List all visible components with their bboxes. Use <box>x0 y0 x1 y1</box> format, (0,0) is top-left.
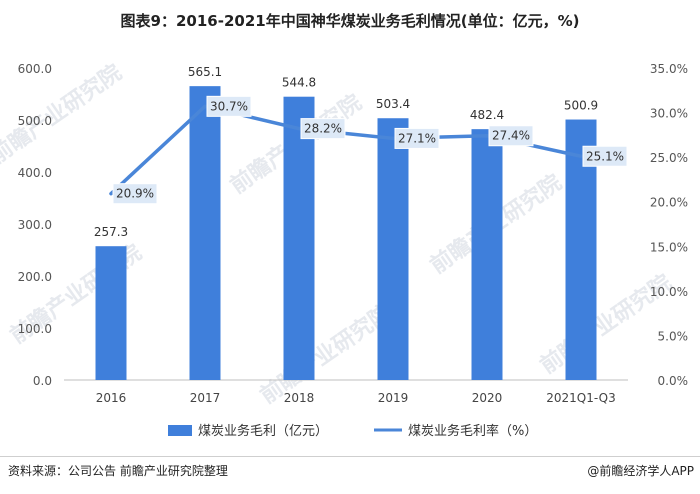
point-value-label: 27.4% <box>492 129 530 143</box>
y-left-tick-label: 400.0 <box>18 166 52 180</box>
bar <box>471 129 503 380</box>
bar-value-label: 544.8 <box>282 76 316 90</box>
y-left-tick-label: 500.0 <box>18 114 52 128</box>
y-right-tick-label: 30.0% <box>650 107 688 121</box>
source-note: 资料来源：公司公告 前瞻产业研究院整理 <box>8 464 228 478</box>
x-tick-label: 2020 <box>472 391 503 405</box>
point-label-box <box>112 183 158 205</box>
point-value-label: 30.7% <box>210 99 248 113</box>
bar <box>95 246 127 380</box>
x-tick-label: 2017 <box>190 391 221 405</box>
y-right-tick-label: 25.0% <box>650 151 688 165</box>
y-right-tick-label: 35.0% <box>650 62 688 76</box>
bar-labels-layer: 257.3 565.1 544.8 503.4 482.4 500.9 <box>94 65 598 239</box>
bar <box>283 96 315 380</box>
point-value-label: 28.2% <box>304 122 342 136</box>
point-label-box <box>300 118 346 140</box>
x-tick-label: 2016 <box>96 391 127 405</box>
point-label-box <box>394 127 440 149</box>
point-value-label: 20.9% <box>116 187 154 201</box>
y-right-tick-label: 15.0% <box>650 240 688 254</box>
y-left-tick-label: 0.0 <box>33 374 52 388</box>
combo-chart: 前瞻产业研究院前瞻产业研究院前瞻产业研究院前瞻产业研究院前瞻产业研究院前瞻产业研… <box>0 59 688 439</box>
bar-value-label: 503.4 <box>376 97 410 111</box>
legend: 煤炭业务毛利（亿元） 煤炭业务毛利率（%） <box>168 423 537 439</box>
y-left-tick-label: 200.0 <box>18 270 52 284</box>
point-label-box <box>206 95 252 117</box>
bar <box>377 118 409 381</box>
bar-value-label: 565.1 <box>188 65 222 79</box>
x-tick-label: 2021Q1-Q3 <box>546 391 615 405</box>
point-labels-layer: 20.9% 30.7% 28.2% 27.1% 27.4% 25.1% <box>112 95 628 205</box>
bar-value-label: 482.4 <box>470 108 504 122</box>
point-value-label: 27.1% <box>398 131 436 145</box>
bar-value-label: 500.9 <box>564 99 598 113</box>
legend-bar-swatch <box>168 425 192 436</box>
y-left-tick-label: 600.0 <box>18 62 52 76</box>
y-left-tick-label: 300.0 <box>18 218 52 232</box>
y-right-tick-label: 5.0% <box>658 329 689 343</box>
y-right-tick-label: 20.0% <box>650 196 688 210</box>
footer-divider <box>0 456 700 457</box>
bars-layer <box>95 86 597 381</box>
watermark-text: 前瞻产业研究院 <box>255 299 396 409</box>
legend-bar-label: 煤炭业务毛利（亿元） <box>198 423 328 439</box>
point-label-box <box>582 145 628 167</box>
legend-line-label: 煤炭业务毛利率（%） <box>408 423 537 439</box>
x-tick-label: 2018 <box>284 391 315 405</box>
y-left-tick-label: 100.0 <box>18 322 52 336</box>
y-right-tick-label: 10.0% <box>650 285 688 299</box>
bar <box>189 86 221 380</box>
y-right-tick-label: 0.0% <box>658 374 689 388</box>
chart-title: 图表9：2016-2021年中国神华煤炭业务毛利情况(单位：亿元，%) <box>120 12 580 30</box>
point-value-label: 25.1% <box>586 149 624 163</box>
bar-value-label: 257.3 <box>94 225 128 239</box>
point-label-box <box>488 125 534 147</box>
x-tick-label: 2019 <box>378 391 409 405</box>
credit-note: @前瞻经济学人APP <box>587 464 694 478</box>
axes-layer: 0.0 100.0 200.0 300.0 400.0 500.0 600.0 0.0% 5.0… <box>18 62 688 405</box>
